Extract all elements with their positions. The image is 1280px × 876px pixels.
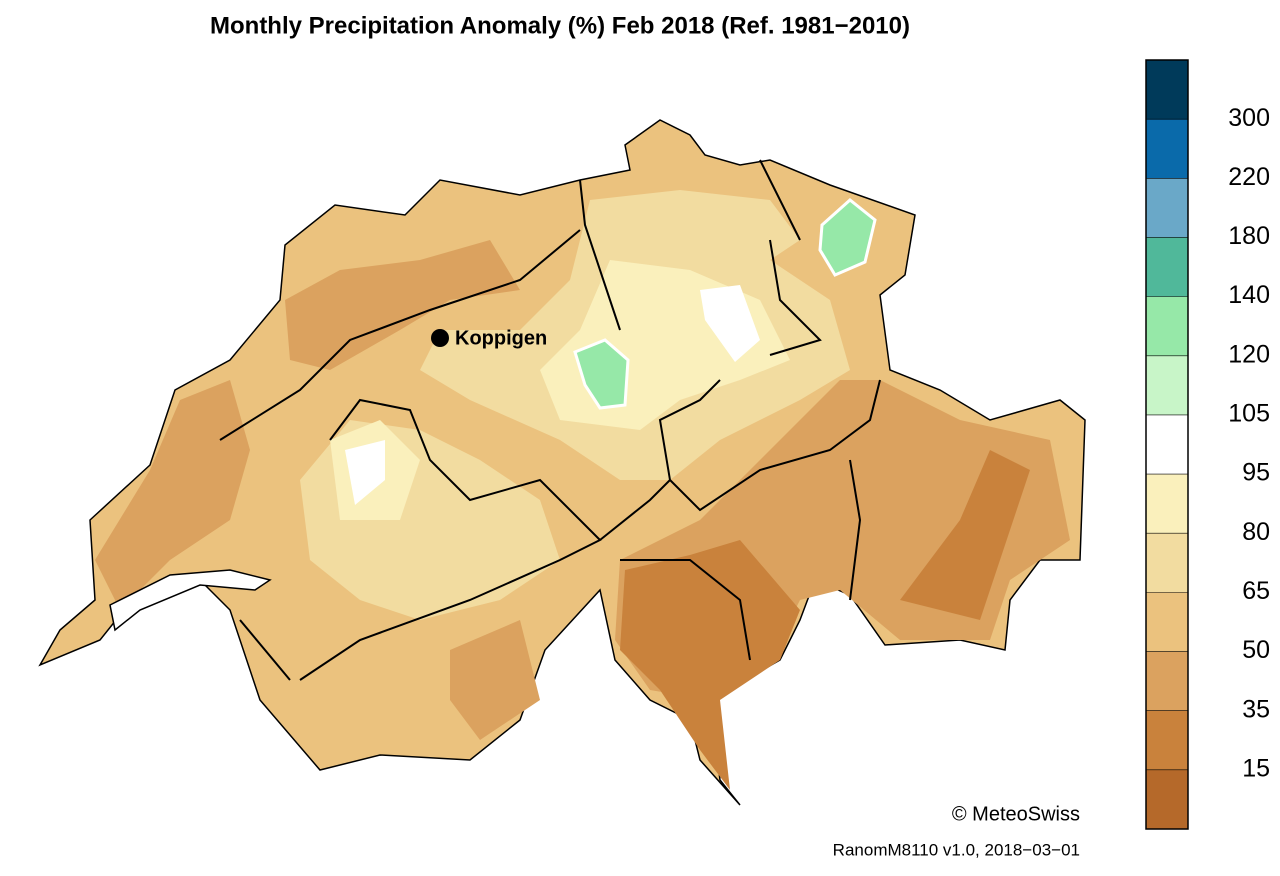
canton-borders bbox=[219, 159, 881, 681]
colorbar-label: 65 bbox=[1242, 577, 1270, 605]
normal-spot bbox=[345, 285, 760, 505]
colorbar-label: 95 bbox=[1242, 459, 1270, 487]
colorbar-label: 50 bbox=[1242, 636, 1270, 664]
colorbar-band bbox=[1146, 474, 1188, 534]
colorbar-band bbox=[1146, 710, 1188, 770]
wet-spot bbox=[573, 198, 877, 410]
colorbar-label: 220 bbox=[1228, 163, 1270, 191]
colorbar-band bbox=[1146, 178, 1188, 238]
credit: © MeteoSwiss bbox=[952, 803, 1080, 825]
colorbar-band bbox=[1146, 533, 1188, 593]
colorbar-label: 80 bbox=[1242, 518, 1270, 546]
colorbar-label: 120 bbox=[1228, 340, 1270, 368]
colorbar-band bbox=[1146, 237, 1188, 297]
colorbar-band bbox=[1146, 651, 1188, 711]
colorbar-band bbox=[1146, 592, 1188, 652]
colorbar-band bbox=[1146, 60, 1188, 120]
colorbar-band bbox=[1146, 355, 1188, 415]
lake bbox=[109, 569, 272, 632]
colorbar: 15 35 50 65 80 95 105 120 140 180 220 300 bbox=[1145, 59, 1270, 830]
near-normal-region bbox=[330, 260, 790, 520]
title: Monthly Precipitation Anomaly (%) Feb 20… bbox=[210, 12, 910, 39]
colorbar-label: 105 bbox=[1228, 400, 1270, 428]
very-dry-region bbox=[620, 450, 1030, 790]
colorbar-label: 300 bbox=[1228, 104, 1270, 132]
place-marker bbox=[431, 329, 449, 347]
colorbar-band bbox=[1146, 769, 1188, 829]
place-label: Koppigen bbox=[455, 327, 547, 349]
colorbar-band bbox=[1146, 296, 1188, 356]
colorbar-label: 180 bbox=[1228, 222, 1270, 250]
colorbar-label: 35 bbox=[1242, 695, 1270, 723]
colorbar-band bbox=[1146, 414, 1188, 475]
colorbar-frame bbox=[1145, 59, 1189, 830]
map: Koppigen bbox=[38, 119, 1086, 806]
dry-region bbox=[95, 240, 1070, 740]
footer: RanomM8110 v1.0, 2018−03−01 bbox=[833, 840, 1080, 859]
colorbar-label: 140 bbox=[1228, 281, 1270, 309]
colorbar-band bbox=[1146, 119, 1188, 179]
colorbar-label: 15 bbox=[1242, 754, 1270, 782]
